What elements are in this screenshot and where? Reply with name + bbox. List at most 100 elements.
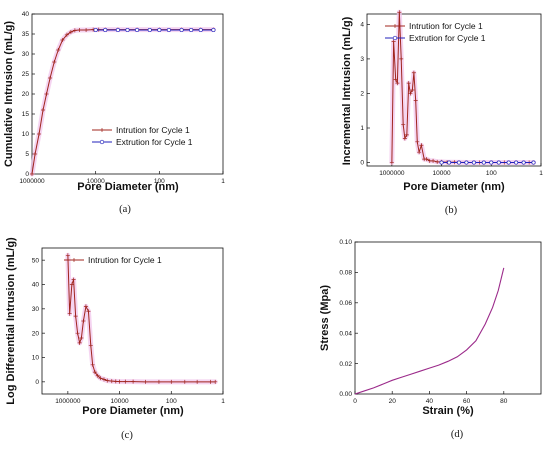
x-tick-label: 1 — [539, 170, 543, 177]
data-point — [135, 27, 140, 33]
data-point — [88, 343, 93, 348]
data-point — [166, 27, 171, 33]
y-tick-label: 30 — [32, 306, 40, 313]
data-point — [169, 379, 174, 384]
data-point — [213, 379, 218, 384]
chart-panel-3: 0 10 20 30 40 50 1000000 10000 100 1 Pore Diameter… — [5, 237, 225, 441]
y-tick-label: 1 — [360, 125, 364, 132]
data-point — [471, 160, 476, 165]
x-axis-title: Strain (%) — [422, 405, 474, 417]
data-point — [125, 27, 130, 33]
data-point — [481, 160, 486, 165]
y-tick-label: 2 — [360, 91, 364, 98]
x-tick-label: 1000000 — [55, 398, 81, 405]
series-line-1 — [354, 267, 505, 395]
data-point — [77, 28, 82, 32]
x-tick-label: 1 — [221, 178, 225, 185]
data-point — [37, 132, 42, 136]
chart-panel-1: 0 5 10 15 20 25 30 35 40 1000000 10000 100 1 Pore Dia… — [3, 11, 225, 215]
data-point — [98, 376, 103, 381]
data-point — [86, 309, 91, 314]
data-point — [33, 152, 38, 156]
data-point — [64, 32, 69, 37]
x-tick-label: 10000 — [87, 178, 105, 185]
plot-frame — [366, 13, 542, 167]
data-point — [198, 27, 203, 33]
data-point — [109, 379, 114, 384]
data-point — [427, 158, 432, 163]
data-point — [506, 160, 511, 165]
y-tick-label: 0.06 — [339, 300, 352, 307]
series-line-1 — [67, 255, 216, 383]
data-point — [105, 378, 110, 383]
data-point — [102, 377, 107, 382]
data-point — [435, 159, 440, 164]
y-tick-label: 20 — [32, 330, 40, 337]
data-point — [419, 143, 424, 148]
panel-label: (c) — [121, 430, 133, 441]
data-point — [211, 27, 216, 33]
data-point — [68, 30, 73, 34]
data-point — [113, 379, 118, 384]
y-tick-label: 30 — [22, 51, 30, 58]
data-point — [131, 379, 136, 384]
data-point — [402, 136, 407, 141]
x-tick-label: 60 — [463, 398, 471, 405]
data-point — [208, 379, 213, 384]
data-point — [179, 27, 184, 33]
data-point — [48, 76, 53, 80]
legend-marker — [392, 35, 398, 41]
data-point — [408, 91, 413, 96]
data-point — [84, 28, 89, 32]
x-tick-label: 1000000 — [19, 178, 45, 185]
data-point — [415, 139, 420, 144]
data-point — [44, 92, 49, 96]
data-point — [92, 370, 97, 375]
legend-marker — [72, 258, 76, 262]
y-tick-label: 35 — [22, 31, 30, 38]
data-point — [401, 122, 406, 127]
data-point — [71, 277, 76, 282]
y-axis-title: Stress (Mpa) — [319, 285, 331, 351]
data-point — [83, 304, 88, 309]
chart-panel-2: 0 1 2 3 4 1000000 10000 100 1 Pore Diameter (nm) I… — [341, 9, 543, 216]
x-tick-label: 100 — [486, 170, 497, 177]
data-point — [406, 81, 411, 86]
data-point — [77, 340, 82, 345]
series-glow-1 — [65, 252, 218, 385]
data-point — [75, 331, 80, 336]
legend-label: Intrution for Cycle 1 — [88, 255, 162, 265]
data-point — [413, 98, 418, 103]
data-point — [157, 27, 162, 33]
y-tick-label: 0 — [35, 379, 39, 386]
data-point — [93, 27, 98, 33]
data-point — [72, 28, 77, 33]
y-tick-label: 15 — [22, 111, 30, 118]
x-axis-title: Pore Diameter (nm) — [82, 405, 184, 417]
data-point — [182, 379, 187, 384]
legend-label: Intrution for Cycle 1 — [116, 125, 190, 135]
data-point — [424, 157, 429, 162]
y-tick-label: 40 — [22, 11, 30, 18]
legend-label: Extrution for Cycle 1 — [409, 33, 486, 43]
data-point — [447, 160, 452, 165]
data-point — [395, 81, 400, 86]
y-tick-label: 0 — [360, 160, 364, 167]
y-tick-label: 0.04 — [339, 330, 352, 337]
data-point — [456, 160, 461, 165]
data-point — [79, 336, 84, 341]
y-tick-label: 25 — [22, 71, 30, 78]
data-point — [65, 253, 70, 258]
data-point — [397, 10, 402, 15]
plot-frame — [31, 13, 224, 175]
data-point — [410, 88, 415, 92]
data-point — [95, 373, 100, 378]
data-point — [189, 27, 194, 33]
y-tick-label: 20 — [22, 91, 30, 98]
data-point — [60, 38, 65, 42]
y-tick-label: 10 — [32, 355, 40, 362]
x-tick-label: 100 — [154, 178, 165, 185]
x-tick-label: 0 — [353, 398, 357, 405]
x-tick-label: 10000 — [433, 170, 451, 177]
x-axis-title: Pore Diameter (nm) — [403, 181, 505, 193]
